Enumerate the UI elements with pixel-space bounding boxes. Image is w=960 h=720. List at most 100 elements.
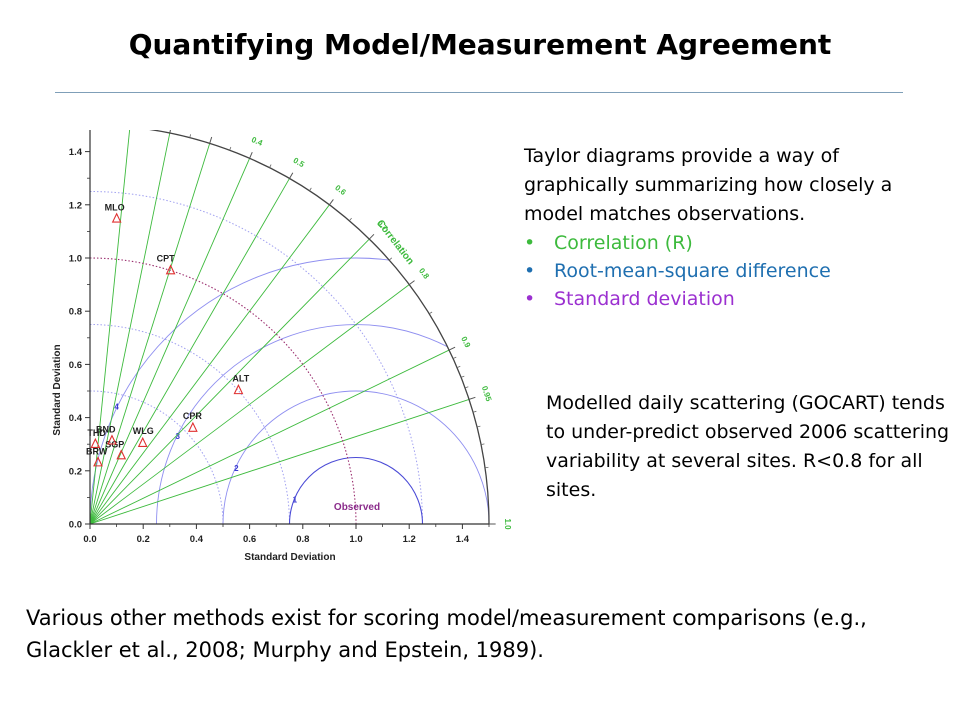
correlation-tick (448, 346, 456, 351)
correlation-minor-tick (452, 356, 457, 359)
y-tick-label: 1.2 (69, 200, 82, 211)
correlation-tick (289, 172, 294, 179)
correlation-minor-tick (309, 187, 312, 191)
correlation-line (89, 238, 370, 525)
axis-ticks: 0.00.10.20.30.40.50.60.70.80.90.951.00.0… (69, 130, 512, 545)
y-tick-label: 1.0 (69, 254, 82, 265)
metric-list: • Correlation (R) • Root-mean-square diffe… (524, 229, 831, 313)
rms-contour (156, 324, 489, 524)
correlation-line (89, 130, 131, 525)
correlation-tick (368, 233, 375, 240)
correlation-line (89, 158, 251, 525)
rms-contour-label: 1 (293, 496, 298, 505)
correlation-tick-label: 1.0 (503, 518, 512, 530)
rms-contour (288, 457, 424, 524)
y-tick-label: 0.2 (69, 466, 82, 477)
bullet-label: Root-mean-square difference (554, 260, 831, 282)
y-tick-label: 0.0 (69, 520, 82, 531)
correlation-minor-tick (229, 146, 232, 151)
bullet-dot-icon: • (524, 232, 536, 254)
correlation-minor-tick (480, 443, 485, 445)
finding-note: Modelled daily scattering (GOCART) tends… (546, 392, 950, 501)
y-axis-label: Standard Deviation (52, 344, 63, 435)
x-tick-label: 1.0 (349, 534, 362, 545)
std-arc (89, 390, 224, 525)
site-marker-wlg (137, 436, 148, 447)
correlation-tick (408, 280, 415, 286)
rms-contour-label: 3 (176, 432, 181, 441)
reference-std-arc (89, 257, 357, 525)
x-tick-label: 1.2 (403, 534, 416, 545)
correlation-minor-tick (456, 365, 461, 368)
y-tick-label: 1.4 (69, 147, 83, 158)
correlation-tick-label: 0.95 (480, 385, 494, 403)
site-marker-sgp (116, 449, 127, 460)
bullet-label: Standard deviation (554, 288, 735, 310)
diagram-frame (89, 130, 490, 525)
x-tick-label: 0.8 (296, 534, 309, 545)
title-divider (55, 92, 903, 93)
correlation-tick-label: 0.9 (459, 335, 472, 349)
rms-contour-group (90, 257, 489, 524)
correlation-tick-label: 0.3 (209, 130, 223, 132)
page-title: Quantifying Model/Measurement Agreement (128, 28, 832, 61)
site-label-cpr: CPR (183, 411, 203, 421)
correlation-line (89, 204, 330, 525)
bullet-dot-icon: • (524, 260, 536, 282)
bullet-correlation: • Correlation (R) (524, 229, 831, 257)
site-marker-cpt (165, 264, 176, 275)
correlation-minor-tick (464, 386, 469, 389)
y-tick-label: 0.4 (69, 413, 83, 424)
correlation-line (89, 143, 211, 525)
correlation-tick-label: 0.4 (250, 135, 264, 148)
site-marker-brw (93, 456, 103, 467)
intro-text: Taylor diagrams provide a way of graphic… (524, 145, 893, 225)
x-tick-label: 0.6 (243, 534, 256, 545)
correlation-tick-label: 0.5 (292, 156, 307, 170)
std-arc (89, 191, 423, 525)
observed-label: Observed (334, 502, 380, 513)
correlation-line (89, 349, 450, 525)
rms-contours: 1 2 3 4 (90, 257, 489, 524)
site-label-cpt: CPT (157, 254, 176, 264)
correlation-minor-tick (428, 311, 433, 315)
site-label-thd: THD (87, 428, 106, 438)
y-tick-label: 0.8 (69, 307, 82, 318)
x-tick-label: 0.0 (83, 534, 96, 545)
site-marker-alt (233, 384, 244, 395)
site-marker-thd (90, 437, 101, 448)
correlation-minor-tick (472, 410, 477, 413)
correlation-minor-tick (388, 257, 393, 261)
correlation-tick (249, 152, 253, 159)
correlation-minor-tick (269, 164, 272, 168)
site-marker-cpr (187, 421, 198, 432)
correlation-tick (169, 130, 171, 134)
site-label-brw: BRW (86, 447, 108, 457)
site-label-wlg: WLG (133, 426, 154, 436)
x-tick-label: 1.4 (456, 534, 470, 545)
site-marker-mlo (111, 212, 122, 223)
correlation-line (89, 284, 410, 525)
correlation-lines (89, 130, 470, 525)
x-tick-label: 0.2 (137, 534, 150, 545)
bullet-rms: • Root-mean-square difference (524, 257, 831, 285)
correlation-minor-tick (460, 375, 465, 378)
x-tick-label: 0.4 (190, 534, 204, 545)
correlation-line (89, 132, 171, 525)
y-tick-label: 0.6 (69, 360, 82, 371)
std-arcs (89, 191, 423, 525)
reference-arc (89, 257, 357, 525)
outer-arc (148, 130, 490, 525)
correlation-line (89, 178, 290, 525)
x-axis-label: Standard Deviation (244, 552, 335, 563)
bullet-label: Correlation (R) (554, 232, 693, 254)
correlation-tick (468, 396, 476, 400)
rms-contour (222, 390, 489, 524)
correlation-tick (209, 136, 213, 144)
correlation-line (89, 398, 470, 525)
correlation-tick-label: 0.6 (333, 183, 348, 197)
rms-contour-label: 2 (234, 464, 239, 473)
site-marker-bnd (107, 434, 117, 445)
